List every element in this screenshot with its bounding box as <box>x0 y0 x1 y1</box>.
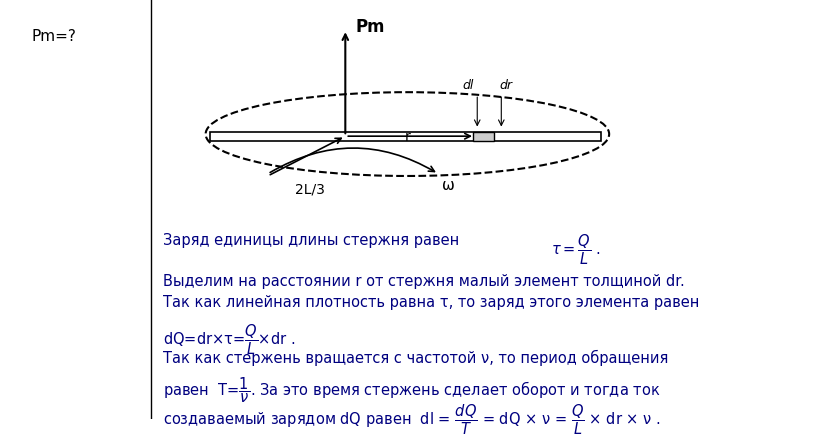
Text: 2L/3: 2L/3 <box>295 182 325 196</box>
Bar <box>474 132 493 141</box>
Text: dQ=dr×τ=$\dfrac{Q}{L}$×dr .: dQ=dr×τ=$\dfrac{Q}{L}$×dr . <box>163 323 295 357</box>
Text: Так как линейная плотность равна τ, то заряд этого элемента равен: Так как линейная плотность равна τ, то з… <box>163 295 699 310</box>
Text: равен  Т=$\dfrac{1}{\nu}$. За это время стержень сделает оборот и тогда ток: равен Т=$\dfrac{1}{\nu}$. За это время с… <box>163 375 660 404</box>
Text: dr: dr <box>499 79 512 92</box>
Text: Pm=?: Pm=? <box>31 29 76 44</box>
Bar <box>209 132 602 141</box>
Text: Заряд единицы длины стержня равен: Заряд единицы длины стержня равен <box>163 233 469 248</box>
Text: ω: ω <box>442 178 455 193</box>
Text: dl: dl <box>462 79 474 92</box>
Text: Pm: Pm <box>356 18 385 36</box>
Text: создаваемый зарядом dQ равен  dl = $\dfrac{dQ}{T}$ = dQ × ν = $\dfrac{Q}{L}$ × d: создаваемый зарядом dQ равен dl = $\dfra… <box>163 402 661 437</box>
Text: r: r <box>405 130 410 144</box>
Text: Так как стержень вращается с частотой ν, то период обращения: Так как стержень вращается с частотой ν,… <box>163 350 668 366</box>
Text: Выделим на расстоянии r от стержня малый элемент толщиной dr.: Выделим на расстоянии r от стержня малый… <box>163 275 685 290</box>
Text: $\tau = \dfrac{Q}{L}$ .: $\tau = \dfrac{Q}{L}$ . <box>551 233 601 267</box>
